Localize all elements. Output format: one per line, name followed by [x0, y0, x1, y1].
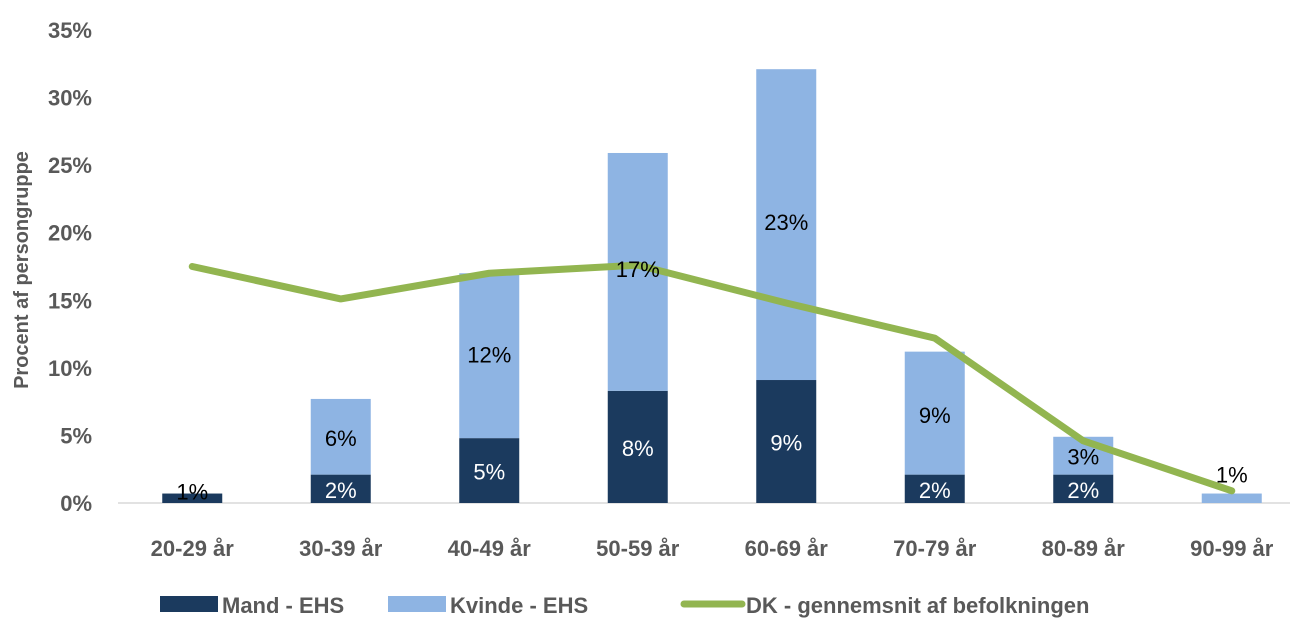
data-labels: 1% 2% 6% 5% 12% 8% 17% 9% 23% 2% 9% 2% 3% 1% [176, 210, 1247, 505]
y-axis-label: Procent af persongruppe [11, 151, 33, 389]
legend-label: Kvinde - EHS [450, 593, 588, 618]
bar-kvinde [756, 69, 817, 381]
bar-mand [1053, 474, 1114, 503]
bar-kvinde [904, 351, 965, 475]
bar-kvinde [310, 398, 371, 475]
y-tick-label: 30% [48, 86, 92, 111]
legend: Mand - EHS Kvinde - EHS DK - gennemsnit af… [160, 593, 1089, 618]
legend-swatch [160, 596, 218, 612]
data-label-kvinde: 1% [176, 480, 208, 505]
x-tick-label: 40-49 år [448, 536, 532, 561]
bar-mand [162, 493, 223, 503]
y-tick-label: 25% [48, 153, 92, 178]
bar-mand [459, 438, 520, 503]
data-label-kvinde: 1% [1216, 463, 1248, 488]
line-series [188, 261, 1236, 495]
data-label-mand: 5% [473, 460, 505, 485]
y-axis-ticks: 0% 5% 10% 15% 20% 25% 30% 35% [48, 18, 92, 516]
x-tick-label: 30-39 år [299, 536, 383, 561]
data-label-mand: 9% [770, 431, 802, 456]
y-tick-label: 5% [60, 423, 92, 448]
legend-swatch [388, 596, 446, 612]
x-axis-ticks: 20-29 år 30-39 år 40-49 år 50-59 år 60-69 år… [151, 536, 1274, 561]
bar-mand [904, 474, 965, 503]
x-tick-label: 50-59 år [596, 536, 680, 561]
x-tick-label: 90-99 år [1190, 536, 1274, 561]
line-dk-gennemsnit [188, 261, 1236, 495]
data-label-mand: 2% [919, 478, 951, 503]
y-tick-label: 35% [48, 18, 92, 43]
y-tick-label: 20% [48, 221, 92, 246]
data-label-mand: 8% [622, 436, 654, 461]
bar-mand [607, 390, 668, 503]
data-label-kvinde: 6% [325, 426, 357, 451]
data-label-kvinde: 3% [1067, 445, 1099, 470]
x-tick-label: 20-29 år [151, 536, 235, 561]
data-label-kvinde: 12% [467, 342, 511, 367]
legend-label: DK - gennemsnit af befolkningen [746, 593, 1089, 618]
bar-mand [310, 474, 371, 503]
data-label-mand: 2% [1067, 478, 1099, 503]
legend-label: Mand - EHS [222, 593, 344, 618]
bar-kvinde [459, 273, 520, 439]
data-label-kvinde: 9% [919, 403, 951, 428]
y-tick-label: 0% [60, 491, 92, 516]
data-label-mand: 2% [325, 478, 357, 503]
bars [162, 69, 1262, 503]
data-label-kvinde: 23% [764, 210, 808, 235]
bar-kvinde [1201, 493, 1262, 503]
x-tick-label: 70-79 år [893, 536, 977, 561]
x-tick-label: 60-69 år [745, 536, 829, 561]
y-tick-label: 10% [48, 356, 92, 381]
bar-mand [756, 380, 817, 503]
data-label-kvinde: 17% [616, 257, 660, 282]
x-tick-label: 80-89 år [1042, 536, 1126, 561]
y-tick-label: 15% [48, 288, 92, 313]
